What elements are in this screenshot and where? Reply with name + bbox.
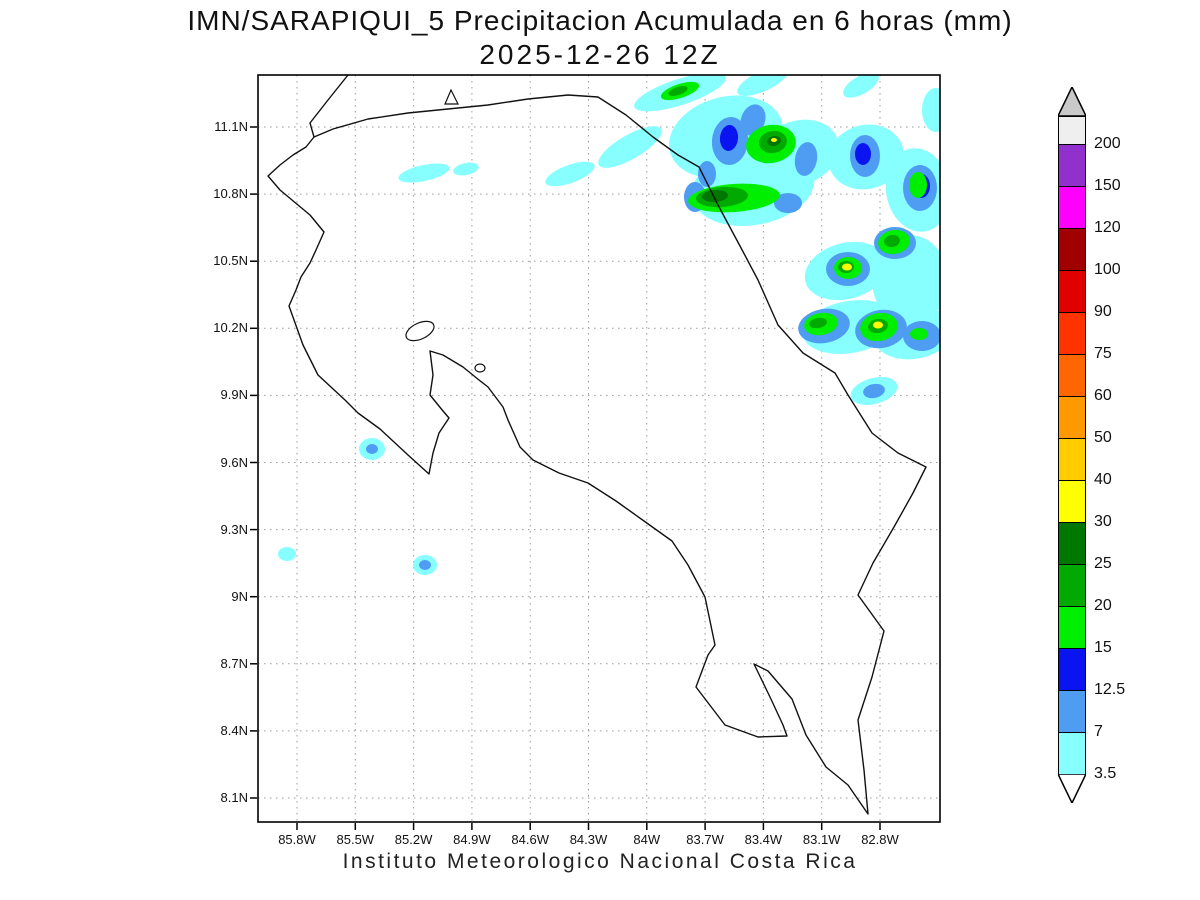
- lat-label: 9.3N: [220, 521, 248, 537]
- precip-blob: [668, 86, 688, 96]
- precip-blob: [598, 126, 662, 168]
- lon-label: 84.9W: [453, 832, 491, 847]
- colorbar-segment: [1059, 313, 1085, 355]
- colorbar-segment: [1059, 733, 1085, 775]
- colorbar-label: 40: [1094, 471, 1112, 488]
- nicaragua-coastline: [309, 74, 349, 138]
- precip-blob: [884, 234, 900, 248]
- axis-ticks: [250, 126, 881, 830]
- lon-label: 84.6W: [511, 832, 549, 847]
- colorbar-label: 15: [1094, 639, 1112, 656]
- colorbar-over-arrow: [1058, 87, 1086, 116]
- lat-label: 10.5N: [213, 253, 248, 269]
- lat-label: 9N: [231, 588, 248, 604]
- precip-blob: [873, 321, 883, 329]
- precip-blob: [843, 75, 879, 98]
- lat-label: 11.1N: [214, 119, 248, 134]
- colorbar-segment: [1059, 187, 1085, 229]
- chart-title-line1: IMN/SARAPIQUI_5 Precipitacion Acumulada …: [187, 5, 1013, 36]
- colorbar-segment: [1059, 397, 1085, 439]
- lat-label: 9.6N: [220, 454, 248, 470]
- lat-label: 8.1N: [220, 790, 248, 805]
- chart-title-line2: 2025-12-26 12Z: [479, 39, 721, 70]
- lat-label: 8.4N: [220, 722, 248, 738]
- lake-island: [444, 88, 459, 105]
- lon-label: 84.3W: [569, 832, 608, 847]
- map-border: [257, 74, 941, 823]
- lon-label: 83.4W: [744, 832, 783, 847]
- precip-blob: [366, 444, 378, 454]
- lon-label: 85.8W: [278, 832, 316, 847]
- colorbar-label: 60: [1094, 387, 1112, 404]
- precip-blob: [702, 189, 728, 203]
- colorbar-segment: [1059, 355, 1085, 397]
- precip-blob: [909, 172, 927, 198]
- colorbar-label: 100: [1094, 261, 1121, 278]
- lat-label: 10.2N: [213, 320, 248, 336]
- precip-blob: [855, 143, 871, 165]
- colorbar-segment: [1059, 607, 1085, 649]
- lat-label: 8.7N: [220, 655, 248, 671]
- colorbar-label: 3.5: [1094, 765, 1117, 782]
- lon-label: 83.7W: [686, 832, 724, 847]
- precip-blob: [842, 263, 852, 271]
- lon-label: 85.5W: [336, 832, 375, 847]
- colorbar-label: 25: [1094, 555, 1112, 572]
- colorbar-segment: [1059, 439, 1085, 481]
- precip-blob: [545, 161, 595, 187]
- lon-label: 83.1W: [802, 832, 841, 847]
- colorbar-label: 12.5: [1094, 681, 1126, 698]
- precipitation-layer: [278, 75, 940, 575]
- precip-blob: [863, 383, 885, 399]
- precip-blob: [737, 75, 789, 96]
- costa-rica-coastline: [267, 94, 927, 815]
- precip-blob: [771, 138, 777, 142]
- colorbar-label: 90: [1094, 303, 1112, 320]
- small-island: [474, 363, 486, 373]
- precip-blob: [453, 162, 479, 176]
- precip-blob: [922, 88, 940, 132]
- colorbar-label: 50: [1094, 429, 1112, 446]
- colorbar-segment: [1059, 271, 1085, 313]
- precip-blob: [774, 193, 802, 213]
- precip-blob: [809, 317, 827, 329]
- precip-blob: [719, 125, 739, 151]
- precip-blob: [794, 142, 818, 176]
- lat-label: 9.9N: [220, 387, 248, 403]
- colorbar-segment: [1059, 145, 1085, 187]
- colorbar-label: 150: [1094, 177, 1121, 194]
- colorbar-label: 7: [1094, 723, 1103, 740]
- colorbar-under-arrow: [1058, 774, 1086, 803]
- colorbar-label: 75: [1094, 345, 1112, 362]
- colorbar-segment: [1059, 691, 1085, 733]
- lat-label: 10.8N: [213, 186, 248, 202]
- precip-blob: [740, 104, 766, 136]
- colorbar-label: 20: [1094, 597, 1112, 614]
- colorbar-segment: [1059, 523, 1085, 565]
- colorbar-segment: [1059, 649, 1085, 691]
- colorbar-label: 200: [1094, 135, 1121, 152]
- lon-label: 85.2W: [394, 832, 433, 847]
- colorbar-segment: [1059, 229, 1085, 271]
- precip-blob: [419, 560, 431, 570]
- lon-label: 82.8W: [861, 832, 899, 847]
- map-canvas: [250, 74, 941, 830]
- colorbar-segment: [1059, 565, 1085, 607]
- precip-blob: [910, 328, 928, 340]
- colorbar-label: 120: [1094, 219, 1121, 236]
- chart-title: IMN/SARAPIQUI_5 Precipitacion Acumulada …: [0, 4, 1200, 72]
- coastline-layer: [267, 74, 927, 815]
- footer-text: Instituto Meteorologico Nacional Costa R…: [342, 850, 858, 873]
- chira-island: [405, 320, 435, 342]
- colorbar-segment: [1059, 481, 1085, 523]
- lon-label: 84W: [633, 832, 661, 847]
- precip-blob: [398, 163, 450, 183]
- colorbar-segment: [1059, 117, 1085, 145]
- precip-blob: [278, 547, 296, 561]
- gridlines: [258, 75, 940, 822]
- colorbar: [1058, 116, 1086, 776]
- colorbar-label: 30: [1094, 513, 1112, 530]
- precip-blob: [698, 161, 716, 187]
